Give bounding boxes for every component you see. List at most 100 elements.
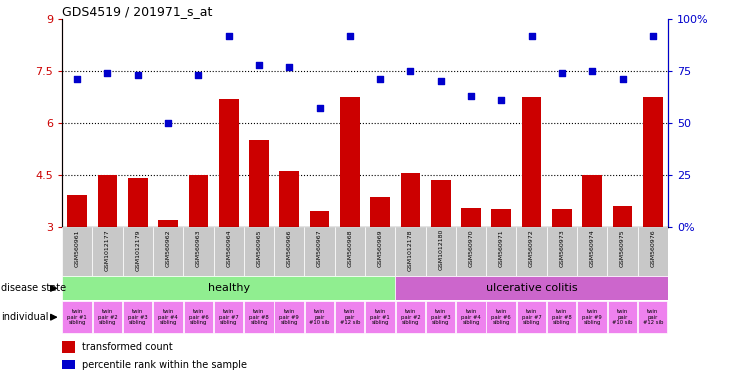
Point: [193, 72, 204, 78]
Bar: [244, 301, 274, 333]
Point: [374, 76, 386, 83]
Text: healthy: healthy: [207, 283, 250, 293]
Text: twin
pair #6
sibling: twin pair #6 sibling: [491, 309, 511, 326]
Text: GSM560972: GSM560972: [529, 229, 534, 267]
Bar: [517, 301, 546, 333]
Text: twin
pair #3
sibling: twin pair #3 sibling: [128, 309, 147, 326]
Point: [465, 93, 477, 99]
Bar: [396, 301, 425, 333]
Bar: [98, 175, 118, 227]
Bar: [62, 341, 75, 354]
Text: GSM560970: GSM560970: [469, 229, 474, 266]
Bar: [577, 227, 607, 276]
Bar: [643, 97, 663, 227]
Bar: [486, 301, 516, 333]
Text: GSM560966: GSM560966: [287, 229, 292, 266]
Text: GSM560968: GSM560968: [347, 229, 353, 266]
Bar: [310, 211, 329, 227]
Bar: [401, 173, 420, 227]
Bar: [517, 227, 547, 276]
Bar: [456, 227, 486, 276]
Bar: [183, 301, 213, 333]
Point: [344, 33, 356, 39]
Text: ulcerative colitis: ulcerative colitis: [485, 283, 577, 293]
Text: twin
pair #8
sibling: twin pair #8 sibling: [552, 309, 572, 326]
Point: [72, 76, 83, 83]
Text: GSM560975: GSM560975: [620, 229, 625, 266]
Text: GSM560967: GSM560967: [317, 229, 322, 266]
Bar: [426, 227, 456, 276]
Bar: [153, 301, 182, 333]
Bar: [214, 227, 244, 276]
Text: GSM1012177: GSM1012177: [105, 229, 110, 271]
Text: twin
pair #3
sibling: twin pair #3 sibling: [431, 309, 450, 326]
Text: GSM560963: GSM560963: [196, 229, 201, 266]
Bar: [249, 140, 269, 227]
Point: [435, 78, 447, 84]
Bar: [244, 227, 274, 276]
Text: twin
pair
#12 sib: twin pair #12 sib: [339, 309, 360, 326]
Bar: [491, 209, 511, 227]
Text: twin
pair #9
sibling: twin pair #9 sibling: [280, 309, 299, 326]
Point: [617, 76, 629, 83]
Bar: [62, 276, 396, 300]
Point: [314, 105, 326, 111]
Bar: [547, 227, 577, 276]
Text: GSM1012178: GSM1012178: [408, 229, 413, 271]
Text: twin
pair #7
sibling: twin pair #7 sibling: [219, 309, 239, 326]
Bar: [123, 301, 153, 333]
Text: GSM560969: GSM560969: [377, 229, 383, 266]
Text: twin
pair #1
sibling: twin pair #1 sibling: [370, 309, 390, 326]
Bar: [183, 227, 214, 276]
Bar: [552, 209, 572, 227]
Point: [283, 64, 295, 70]
Bar: [62, 360, 75, 369]
Point: [556, 70, 568, 76]
Text: GSM560962: GSM560962: [166, 229, 171, 266]
Point: [496, 97, 507, 103]
Text: GSM560976: GSM560976: [650, 229, 656, 266]
Bar: [547, 301, 577, 333]
Bar: [93, 227, 123, 276]
Point: [223, 33, 234, 39]
Bar: [304, 227, 335, 276]
Text: GSM560965: GSM560965: [256, 229, 261, 266]
Text: twin
pair #1
sibling: twin pair #1 sibling: [67, 309, 87, 326]
Text: GDS4519 / 201971_s_at: GDS4519 / 201971_s_at: [62, 5, 212, 18]
Text: twin
pair #9
sibling: twin pair #9 sibling: [583, 309, 602, 326]
Bar: [486, 227, 517, 276]
Bar: [638, 227, 668, 276]
Bar: [123, 227, 153, 276]
Point: [162, 120, 174, 126]
Bar: [188, 175, 208, 227]
Point: [132, 72, 144, 78]
Text: twin
pair #8
sibling: twin pair #8 sibling: [249, 309, 269, 326]
Text: GSM1012180: GSM1012180: [438, 229, 443, 270]
Bar: [304, 301, 334, 333]
Bar: [638, 301, 667, 333]
Text: twin
pair
#10 sib: twin pair #10 sib: [612, 309, 633, 326]
Bar: [274, 227, 304, 276]
Bar: [62, 301, 92, 333]
Text: twin
pair #4
sibling: twin pair #4 sibling: [158, 309, 178, 326]
Bar: [583, 175, 602, 227]
Point: [253, 62, 265, 68]
Text: twin
pair #2
sibling: twin pair #2 sibling: [401, 309, 420, 326]
Bar: [370, 197, 390, 227]
Bar: [612, 206, 632, 227]
Bar: [365, 227, 396, 276]
Text: GSM1012179: GSM1012179: [135, 229, 140, 271]
Text: individual: individual: [1, 312, 49, 322]
Text: twin
pair #2
sibling: twin pair #2 sibling: [98, 309, 118, 326]
Text: GSM560974: GSM560974: [590, 229, 595, 267]
Text: GSM560973: GSM560973: [559, 229, 564, 267]
Bar: [219, 99, 239, 227]
Bar: [396, 227, 426, 276]
Text: disease state: disease state: [1, 283, 66, 293]
Bar: [67, 195, 87, 227]
Bar: [335, 227, 365, 276]
Text: GSM560964: GSM560964: [226, 229, 231, 266]
Bar: [158, 220, 178, 227]
Text: twin
pair #4
sibling: twin pair #4 sibling: [461, 309, 481, 326]
Point: [647, 33, 658, 39]
